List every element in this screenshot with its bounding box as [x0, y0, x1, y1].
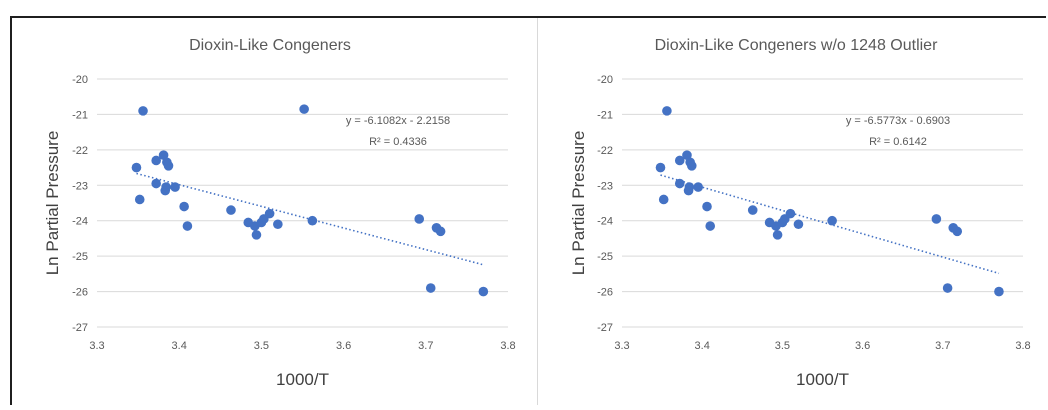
data-point: [952, 226, 963, 237]
data-point: [942, 283, 953, 293]
data-point: [151, 178, 161, 189]
x-tick-label: 3.8: [500, 340, 515, 352]
data-point: [702, 201, 712, 212]
chart-panel-dioxin-like: -27 -26 -25 -24 -23 -22 -21 -20 3.3 3.4 3.5 3.6 3.7 3…: [12, 18, 536, 405]
data-point: [655, 162, 666, 173]
y-tick-label: -26: [597, 287, 613, 299]
data-point: [299, 104, 309, 114]
chart-panel-without-outlier: -27 -26 -25 -24 -23 -22 -21 -20 3.3 3.4 3.5 3.6 3.7 3…: [537, 18, 1047, 405]
data-point: [131, 162, 142, 173]
data-point: [251, 230, 262, 240]
data-point: [747, 205, 758, 215]
r-squared-label: R² = 0.6142: [869, 136, 927, 148]
data-point: [674, 155, 685, 166]
y-axis-label: Ln Partial Pressure: [43, 131, 62, 276]
trendline-equation: y = -6.1082x - 2.2158: [346, 115, 450, 127]
x-axis-label: 1000/T: [276, 370, 329, 389]
data-point: [163, 161, 174, 171]
x-tick-label: 3.3: [89, 340, 104, 352]
chart-title: Dioxin-Like Congeners w/o 1248 Outlier: [655, 37, 938, 54]
data-point: [273, 219, 283, 230]
x-tick-label: 3.7: [935, 340, 950, 352]
x-tick-label: 3.5: [775, 340, 790, 352]
x-axis-label: 1000/T: [796, 370, 849, 389]
y-tick-label: -24: [597, 216, 613, 228]
data-point: [674, 178, 685, 189]
data-point: [226, 205, 236, 215]
chart-title: Dioxin-Like Congeners: [189, 37, 351, 54]
y-tick-label: -27: [597, 322, 613, 334]
data-point: [662, 106, 672, 116]
data-point: [138, 106, 148, 116]
data-point: [151, 155, 161, 166]
x-tick-label: 3.4: [172, 340, 187, 352]
x-tick-label: 3.3: [614, 340, 629, 352]
data-point: [170, 182, 180, 192]
x-tick-label: 3.6: [855, 340, 870, 352]
y-tick-label: -20: [72, 74, 88, 86]
y-tick-label: -22: [597, 145, 613, 157]
y-tick-label: -26: [72, 287, 88, 299]
data-point: [785, 208, 796, 219]
data-point: [182, 221, 193, 231]
data-point: [686, 161, 697, 171]
y-tick-label: -21: [597, 109, 613, 121]
y-tick-label: -21: [72, 109, 88, 121]
y-axis-label: Ln Partial Pressure: [569, 131, 588, 276]
y-tick-label: -25: [597, 251, 613, 263]
trendline-equation: y = -6.5773x - 0.6903: [846, 115, 950, 127]
data-point: [684, 182, 695, 192]
data-point: [994, 286, 1004, 297]
x-tick-label: 3.7: [418, 340, 433, 352]
y-tick-label: -22: [72, 145, 88, 157]
data-point: [478, 286, 489, 297]
r-squared-label: R² = 0.4336: [369, 136, 427, 148]
y-tick-label: -20: [597, 74, 613, 86]
data-point: [693, 182, 703, 192]
data-point: [161, 182, 171, 192]
x-tick-label: 3.4: [695, 340, 710, 352]
x-tick-label: 3.5: [254, 340, 269, 352]
scatter-chart-without-outlier: -27 -26 -25 -24 -23 -22 -21 -20 3.3 3.4 3.5 3.6 3.7 3…: [569, 37, 1031, 389]
data-point: [435, 226, 446, 237]
data-point: [931, 214, 942, 224]
data-point: [793, 219, 804, 230]
data-point: [179, 201, 189, 212]
data-point: [827, 215, 837, 226]
data-point: [705, 221, 716, 231]
y-tick-label: -25: [72, 251, 88, 263]
data-point: [772, 230, 783, 240]
data-point: [425, 283, 436, 293]
x-tick-label: 3.6: [336, 340, 351, 352]
x-tick-label: 3.8: [1015, 340, 1030, 352]
data-point: [307, 215, 318, 226]
y-tick-label: -23: [72, 180, 88, 192]
data-point: [658, 194, 669, 205]
scatter-chart-dioxin-like: -27 -26 -25 -24 -23 -22 -21 -20 3.3 3.4 3.5 3.6 3.7 3…: [43, 37, 516, 389]
data-point: [264, 208, 275, 219]
data-point: [134, 194, 145, 205]
y-tick-label: -27: [72, 322, 88, 334]
y-tick-label: -24: [72, 216, 88, 228]
data-point: [414, 214, 425, 224]
y-tick-label: -23: [597, 180, 613, 192]
